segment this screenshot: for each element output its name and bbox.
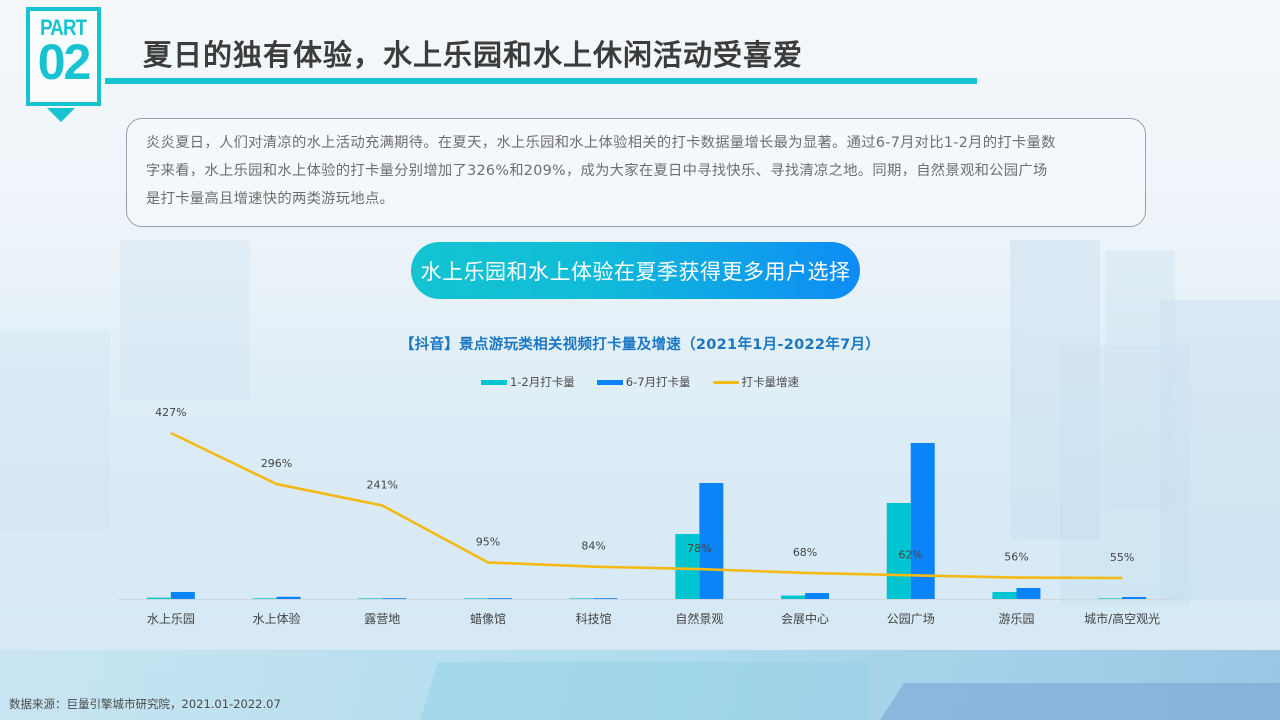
intro-line: 字来看，水上乐园和水上体验的打卡量分别增加了326%和209%，成为大家在夏日中…: [146, 163, 1048, 179]
bar-jun-jul: [593, 598, 618, 599]
data-source-note: 数据来源：巨量引擎城市研究院，2021.01-2022.07: [9, 697, 281, 711]
badge-pointer-icon: [47, 108, 75, 122]
title-underline: [105, 78, 977, 84]
bar-jan-feb: [146, 597, 171, 599]
legend-item-jun-jul: 6-7月打卡量: [596, 374, 691, 390]
bar-jan-feb: [569, 598, 594, 599]
legend-label: 1-2月打卡量: [509, 375, 575, 389]
x-axis-label: 城市/高空观光: [1084, 611, 1160, 626]
x-axis-label: 游乐园: [998, 612, 1034, 626]
bar-jun-jul: [699, 483, 724, 599]
intro-line: 是打卡量高且增速快的两类游玩地点。: [146, 191, 395, 207]
page-title: 夏日的独有体验，水上乐园和水上休闲活动受喜爱: [143, 38, 804, 72]
x-axis-label: 水上体验: [253, 611, 301, 626]
bar-jan-feb: [463, 598, 488, 599]
part-number: 02: [37, 34, 92, 90]
part-badge: PART 02: [26, 7, 101, 106]
bar-jun-jul: [382, 598, 407, 599]
legend-item-growth: 打卡量增速: [712, 374, 800, 390]
x-axis-label: 水上乐园: [147, 612, 195, 626]
legend-swatch-jun-jul: [596, 379, 623, 385]
bar-jun-jul: [910, 443, 935, 599]
bar-jan-feb: [675, 534, 700, 599]
intro-text-box: 炎炎夏日，人们对清凉的水上活动充满期待。在夏天，水上乐园和水上体验相关的打卡数据…: [126, 118, 1146, 227]
bar-jun-jul: [805, 593, 830, 599]
legend-swatch-jan-feb: [480, 379, 507, 385]
bar-jun-jul: [487, 598, 512, 599]
growth-data-label: 241%: [367, 479, 398, 492]
bar-jan-feb: [358, 598, 383, 599]
growth-data-label: 68%: [793, 546, 817, 559]
growth-line: [170, 431, 1123, 580]
legend-item-jan-feb: 1-2月打卡量: [480, 374, 575, 390]
legend-label: 6-7月打卡量: [625, 375, 691, 389]
growth-data-label: 62%: [899, 548, 923, 561]
bar-jan-feb: [252, 598, 277, 599]
x-axis-label: 会展中心: [781, 611, 829, 626]
growth-data-label: 56%: [1004, 551, 1028, 564]
bar-jun-jul: [1122, 597, 1147, 599]
growth-data-label: 296%: [261, 457, 292, 470]
bar-jan-feb: [1098, 598, 1123, 599]
x-axis-label: 自然景观: [675, 611, 723, 626]
bar-jun-jul: [276, 596, 301, 599]
growth-data-label: 78%: [687, 542, 711, 555]
chart-title: 【抖音】景点游玩类相关视频打卡量及增速（2021年1月-2022年7月）: [399, 337, 881, 353]
x-axis-label: 露营地: [364, 612, 400, 626]
legend-line-growth: [712, 380, 739, 384]
intro-line: 炎炎夏日，人们对清凉的水上活动充满期待。在夏天，水上乐园和水上体验相关的打卡数据…: [146, 135, 1056, 151]
growth-data-label: 84%: [581, 540, 605, 553]
part-label: PART: [40, 15, 87, 40]
legend-label: 打卡量增速: [741, 375, 800, 389]
growth-data-label: 427%: [155, 406, 186, 419]
bar-jan-feb: [992, 592, 1017, 599]
x-axis-label: 公园广场: [887, 612, 935, 626]
x-axis-label: 蜡像馆: [470, 611, 506, 626]
highlight-banner: 水上乐园和水上体验在夏季获得更多用户选择: [411, 242, 860, 299]
chart-legend: 1-2月打卡量 6-7月打卡量 打卡量增速: [0, 374, 1280, 390]
growth-data-label: 95%: [476, 535, 500, 548]
bar-jun-jul: [170, 592, 195, 599]
bar-jun-jul: [1016, 588, 1041, 599]
growth-data-label: 55%: [1110, 551, 1134, 564]
bar-jan-feb: [781, 595, 806, 599]
x-axis-label: 科技馆: [576, 611, 612, 626]
bar-jan-feb: [886, 503, 911, 599]
